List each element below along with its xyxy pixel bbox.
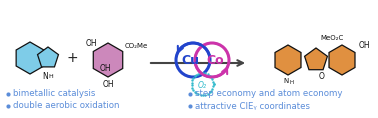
- Text: MeO₂C: MeO₂C: [321, 35, 344, 41]
- Text: OH: OH: [359, 40, 370, 49]
- Text: OH: OH: [102, 80, 114, 89]
- Text: Co: Co: [206, 53, 224, 67]
- Polygon shape: [37, 47, 59, 67]
- Polygon shape: [329, 45, 355, 75]
- Text: double aerobic oxidation: double aerobic oxidation: [13, 101, 119, 110]
- Text: attractive CIEᵧ coordinates: attractive CIEᵧ coordinates: [195, 101, 310, 110]
- Text: OH: OH: [99, 64, 111, 73]
- Text: OH: OH: [85, 40, 97, 48]
- Text: N: N: [284, 78, 289, 84]
- Text: O: O: [319, 72, 325, 81]
- Polygon shape: [305, 48, 327, 70]
- Text: +: +: [66, 51, 78, 65]
- Text: H: H: [290, 80, 294, 85]
- Text: bimetallic catalysis: bimetallic catalysis: [13, 89, 95, 99]
- Text: Cu: Cu: [181, 53, 199, 67]
- Text: CO₂Me: CO₂Me: [125, 42, 148, 48]
- Polygon shape: [93, 43, 123, 77]
- Text: H: H: [49, 74, 53, 79]
- Text: O₂: O₂: [198, 80, 207, 89]
- Text: N: N: [42, 72, 48, 81]
- Polygon shape: [16, 42, 44, 74]
- Text: step economy and atom economy: step economy and atom economy: [195, 89, 342, 99]
- Polygon shape: [275, 45, 301, 75]
